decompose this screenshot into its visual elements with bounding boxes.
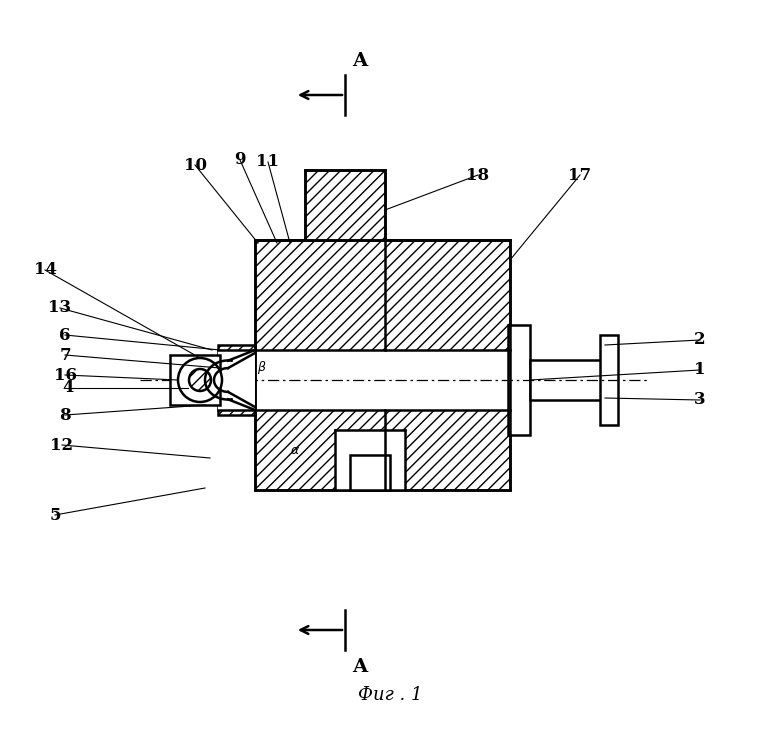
Text: 11: 11 — [257, 154, 279, 170]
Polygon shape — [305, 170, 385, 240]
Text: 1: 1 — [694, 362, 706, 379]
Text: 10: 10 — [183, 156, 207, 173]
Bar — [508, 325, 530, 435]
Text: 12: 12 — [51, 436, 73, 453]
Bar — [530, 360, 610, 400]
Circle shape — [178, 358, 222, 402]
Text: 2: 2 — [694, 331, 706, 349]
Text: 14: 14 — [34, 262, 56, 279]
Text: 5: 5 — [49, 507, 61, 523]
Text: 6: 6 — [59, 327, 71, 344]
Text: A: A — [353, 52, 367, 70]
Bar — [350, 455, 390, 490]
Polygon shape — [255, 240, 510, 490]
Text: 13: 13 — [48, 300, 72, 317]
Bar — [170, 355, 220, 405]
Polygon shape — [218, 345, 255, 415]
Circle shape — [189, 369, 211, 391]
Text: 7: 7 — [59, 346, 71, 363]
Text: $\alpha$: $\alpha$ — [290, 444, 300, 456]
Text: 18: 18 — [466, 167, 490, 183]
Text: Фиг . 1: Фиг . 1 — [358, 686, 422, 704]
Text: 16: 16 — [54, 366, 76, 384]
Bar — [255, 350, 510, 410]
Text: 17: 17 — [569, 167, 591, 183]
Text: $\beta$: $\beta$ — [257, 360, 267, 376]
Bar — [335, 430, 405, 490]
Text: 4: 4 — [62, 379, 74, 396]
Bar — [600, 335, 618, 425]
Text: A: A — [353, 658, 367, 676]
Bar — [218, 350, 255, 410]
Text: 8: 8 — [59, 406, 71, 423]
Text: 3: 3 — [694, 392, 706, 409]
Text: 9: 9 — [234, 151, 246, 169]
